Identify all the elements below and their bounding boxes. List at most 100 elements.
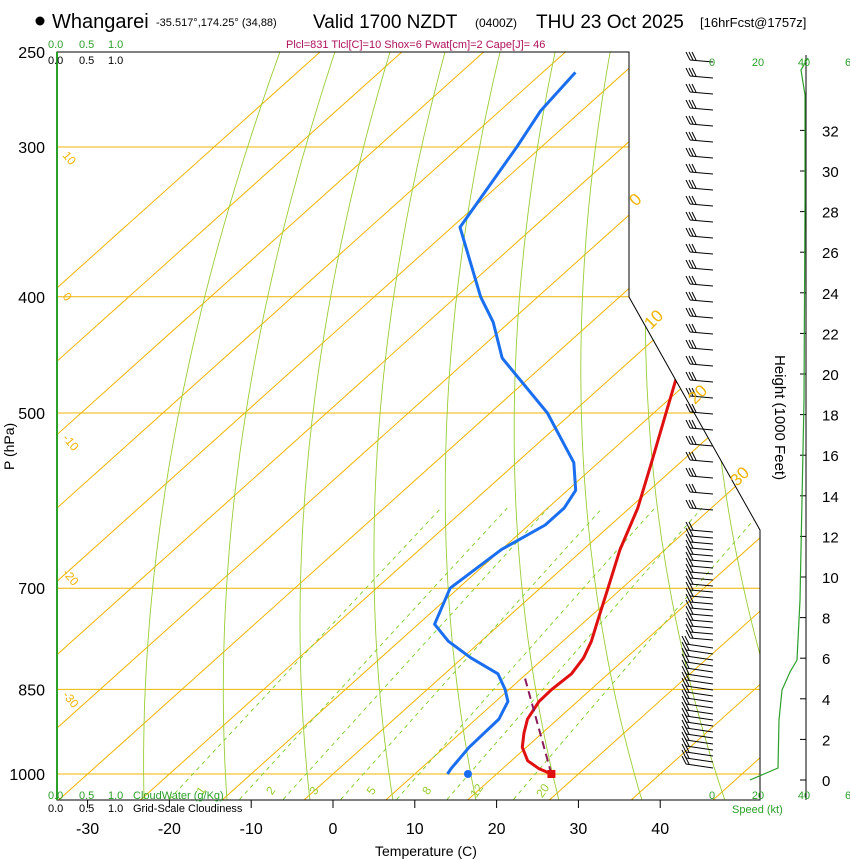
wind-barb <box>685 751 714 757</box>
cloudiness-label: Grid-Scale Cloudiness <box>133 803 243 815</box>
height-tick-label: 6 <box>822 651 830 668</box>
wind-barb-flag <box>688 83 694 93</box>
mixing-ratio-label: 8 <box>419 784 434 798</box>
wind-barb-flag <box>688 243 694 253</box>
speed-tick-label: 20 <box>752 57 764 69</box>
wind-barb-flag <box>684 671 690 681</box>
height-tick-label: 10 <box>822 570 839 587</box>
wind-barb-flag <box>685 307 691 317</box>
wind-barb <box>689 331 714 335</box>
wind-barb <box>689 565 714 569</box>
isotherm-line <box>57 52 760 800</box>
wind-barb <box>689 187 714 191</box>
pressure-tick-label: 1000 <box>9 767 45 784</box>
isotherm-line <box>113 52 760 800</box>
height-tick-label: 20 <box>822 367 839 384</box>
speed-scale-top: 0 20 40 6 <box>709 57 850 69</box>
wind-barb <box>689 583 714 587</box>
wind-barb-flag <box>684 677 690 687</box>
wind-barb-flag <box>688 99 694 109</box>
wind-barb-flag <box>691 131 697 141</box>
wind-barb-flag <box>691 467 697 477</box>
wind-barb <box>685 763 714 769</box>
wind-barb-flag <box>688 587 694 597</box>
isotherm-line <box>57 52 696 800</box>
isotherm-line <box>195 52 760 800</box>
height-tick-label: 12 <box>822 529 839 546</box>
wind-barb-flag <box>688 569 694 579</box>
pressure-tick-label: 850 <box>18 682 45 699</box>
wind-barb-flag <box>691 323 697 333</box>
dewpoint-line <box>433 71 578 775</box>
wind-barb <box>685 685 714 691</box>
speed-tick-label: 0 <box>709 57 715 69</box>
wind-barb <box>689 631 714 635</box>
utc-time: (0400Z) <box>475 16 517 30</box>
wind-barb <box>689 427 714 431</box>
speed-tick-label: 6 <box>845 790 850 802</box>
wind-barb-flag <box>685 227 691 237</box>
dry-adiabat-line <box>373 52 452 800</box>
temperature-tick-label: -30 <box>76 821 99 838</box>
wind-barb <box>689 547 714 551</box>
wind-barb-flag <box>688 539 694 549</box>
wind-barb <box>689 395 714 399</box>
dry-adiabat-line <box>299 52 397 800</box>
wind-barb-flag <box>684 719 690 729</box>
isotherm-label: 10 <box>60 148 80 167</box>
wind-barb-flag <box>688 533 694 543</box>
wind-barb-flag <box>688 545 694 555</box>
wind-barb-flag <box>685 179 691 189</box>
wind-barb <box>689 459 714 463</box>
wind-barb <box>685 757 714 763</box>
wind-barb-flag <box>691 355 697 365</box>
wind-barb <box>689 235 714 239</box>
cloudwater-tick-label: 1.0 <box>108 39 123 51</box>
speed-tick-label: 0 <box>709 790 715 802</box>
wind-barb <box>689 203 714 207</box>
temperature-tick-label: -10 <box>240 821 263 838</box>
wind-barb-flag <box>685 483 691 493</box>
wind-barb <box>689 379 714 383</box>
wind-barb <box>689 625 714 629</box>
wind-barb-flag <box>681 755 687 765</box>
wind-barb <box>689 529 714 533</box>
wind-barb-flag <box>688 403 694 413</box>
wind-barb-flag <box>685 243 691 253</box>
wind-barb-flag <box>691 403 697 413</box>
wind-barb-flag <box>688 527 694 537</box>
wind-barb-flag <box>688 387 694 397</box>
wind-barb-flag <box>691 483 697 493</box>
wind-barb-flag <box>688 371 694 381</box>
wind-barb <box>689 475 714 479</box>
wind-speed-profile <box>749 57 809 781</box>
wind-barb-flag <box>685 211 691 221</box>
wind-barb <box>689 541 714 545</box>
wind-barb <box>689 607 714 611</box>
height-tick-label: 4 <box>822 692 830 709</box>
wind-barb-flag <box>684 749 690 759</box>
height-axis-label: Height (1000 Feet) <box>771 355 788 480</box>
wind-barb-flag <box>685 195 691 205</box>
height-tick-label: 2 <box>822 732 830 749</box>
wind-barbs <box>681 51 714 769</box>
isotherm-label: 30 <box>726 463 753 490</box>
wind-barb-flag <box>685 67 691 77</box>
wind-barb <box>689 613 714 617</box>
wind-barb <box>685 727 714 733</box>
wind-barb-flag <box>684 713 690 723</box>
temperature-axis-label: Temperature (C) <box>375 843 477 859</box>
wind-barb <box>689 315 714 319</box>
isotherm-label: -30 <box>60 688 82 711</box>
wind-barb-flag <box>688 563 694 573</box>
wind-barb-flag <box>688 211 694 221</box>
wind-barb <box>689 283 714 287</box>
wind-barb-flag <box>691 451 697 461</box>
wind-barb <box>689 507 714 511</box>
wind-barb <box>689 577 714 581</box>
wind-barb <box>685 745 714 751</box>
wind-barb <box>685 679 714 685</box>
wind-barb-flag <box>685 147 691 157</box>
wind-barb-flag <box>691 179 697 189</box>
wind-barb-flag <box>685 387 691 397</box>
